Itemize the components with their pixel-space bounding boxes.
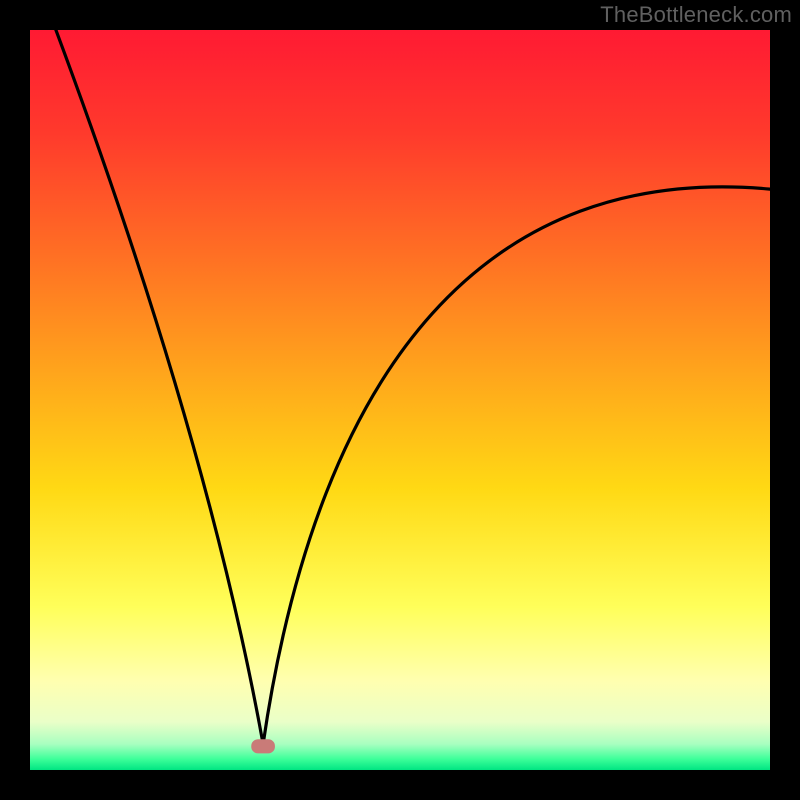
plot-area [30,30,770,770]
watermark-text: TheBottleneck.com [600,2,792,28]
chart-frame: TheBottleneck.com [0,0,800,800]
curve-layer [30,30,770,770]
bottleneck-curve [56,30,770,744]
cusp-marker [251,739,275,753]
